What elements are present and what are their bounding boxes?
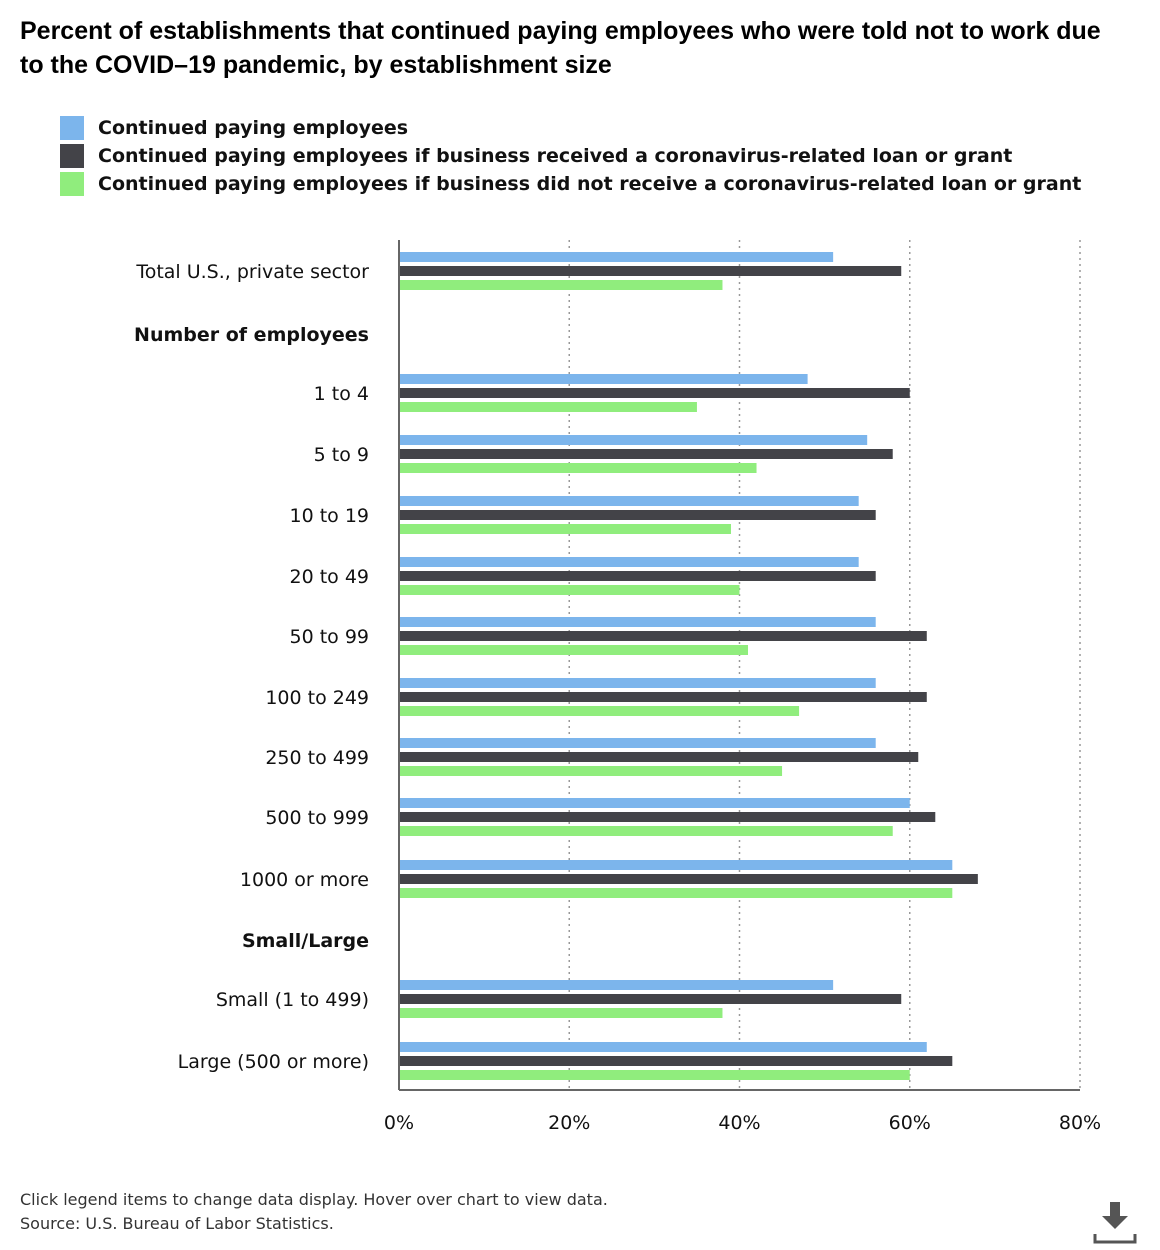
legend: Continued paying employees Continued pay… xyxy=(60,114,1081,198)
bar-series3-cat5[interactable] xyxy=(400,585,740,595)
bar-series3-cat6[interactable] xyxy=(400,645,749,655)
legend-item-no-loan[interactable]: Continued paying employees if business d… xyxy=(60,170,1081,198)
legend-swatch-received-loan xyxy=(60,144,84,168)
bar-series1-cat8[interactable] xyxy=(400,738,876,748)
legend-item-paying[interactable]: Continued paying employees xyxy=(60,114,1081,142)
legend-swatch-no-loan xyxy=(60,172,84,196)
bar-series3-cat3[interactable] xyxy=(400,463,757,473)
bar-series1-cat4[interactable] xyxy=(400,496,859,506)
category-label: 250 to 499 xyxy=(265,747,369,769)
bar-series2-cat2[interactable] xyxy=(400,388,910,398)
x-tick-label: 60% xyxy=(889,1112,931,1134)
category-label: 1 to 4 xyxy=(314,383,369,405)
bar-series1-cat2[interactable] xyxy=(400,374,808,384)
legend-item-received-loan[interactable]: Continued paying employees if business r… xyxy=(60,142,1081,170)
category-label: Large (500 or more) xyxy=(178,1051,369,1073)
category-label: 5 to 9 xyxy=(314,444,369,466)
bar-series3-cat0[interactable] xyxy=(400,280,723,290)
bar-series2-cat4[interactable] xyxy=(400,510,876,520)
bar-series2-cat5[interactable] xyxy=(400,571,876,581)
chart-title: Percent of establishments that continued… xyxy=(20,17,1101,79)
bar-series2-cat10[interactable] xyxy=(400,874,978,884)
x-axis-tick-labels: 0% 20% 40% 60% 80% xyxy=(384,1112,1101,1134)
category-label: 10 to 19 xyxy=(289,505,369,527)
legend-label-received-loan: Continued paying employees if business r… xyxy=(98,145,1013,167)
bar-series1-cat9[interactable] xyxy=(400,798,910,808)
bar-series3-cat8[interactable] xyxy=(400,766,783,776)
bar-series3-cat7[interactable] xyxy=(400,706,800,716)
bar-series2-cat0[interactable] xyxy=(400,266,902,276)
bars xyxy=(400,252,978,1080)
bar-series1-cat6[interactable] xyxy=(400,617,876,627)
category-label: 20 to 49 xyxy=(289,566,369,588)
bar-series1-cat12[interactable] xyxy=(400,980,834,990)
legend-label-paying: Continued paying employees xyxy=(98,117,409,139)
footer-instructions: Click legend items to change data displa… xyxy=(20,1190,608,1209)
category-label: 1000 or more xyxy=(240,869,369,891)
bar-series3-cat9[interactable] xyxy=(400,826,893,836)
bar-series1-cat3[interactable] xyxy=(400,435,868,445)
grid-lines xyxy=(568,240,1081,1090)
category-label: Small (1 to 499) xyxy=(216,989,369,1011)
download-icon xyxy=(1093,1202,1137,1244)
download-button[interactable] xyxy=(1092,1200,1138,1246)
bar-series3-cat13[interactable] xyxy=(400,1070,910,1080)
category-heading: Small/Large xyxy=(242,930,369,952)
category-label: 50 to 99 xyxy=(289,626,369,648)
x-tick-label: 80% xyxy=(1059,1112,1101,1134)
bar-series1-cat5[interactable] xyxy=(400,557,859,567)
bar-series3-cat4[interactable] xyxy=(400,524,731,534)
bar-series3-cat10[interactable] xyxy=(400,888,953,898)
bar-series2-cat8[interactable] xyxy=(400,752,919,762)
footer: Click legend items to change data displa… xyxy=(20,1188,608,1236)
category-heading: Number of employees xyxy=(134,324,369,346)
bar-series2-cat13[interactable] xyxy=(400,1056,953,1066)
category-label: 100 to 249 xyxy=(265,687,369,709)
legend-swatch-paying xyxy=(60,116,84,140)
bar-series2-cat6[interactable] xyxy=(400,631,927,641)
x-tick-label: 0% xyxy=(384,1112,414,1134)
bar-series1-cat10[interactable] xyxy=(400,860,953,870)
bar-series1-cat13[interactable] xyxy=(400,1042,927,1052)
bar-series3-cat2[interactable] xyxy=(400,402,697,412)
category-label: Total U.S., private sector xyxy=(135,261,369,283)
x-tick-label: 40% xyxy=(718,1112,760,1134)
bar-series1-cat7[interactable] xyxy=(400,678,876,688)
category-labels: Total U.S., private sector Number of empl… xyxy=(134,261,369,1073)
legend-label-no-loan: Continued paying employees if business d… xyxy=(98,173,1082,195)
bar-series2-cat7[interactable] xyxy=(400,692,927,702)
bar-series2-cat9[interactable] xyxy=(400,812,936,822)
footer-source: Source: U.S. Bureau of Labor Statistics. xyxy=(20,1214,334,1233)
x-tick-label: 20% xyxy=(548,1112,590,1134)
category-label: 500 to 999 xyxy=(265,807,369,829)
bar-series2-cat3[interactable] xyxy=(400,449,893,459)
bar-series2-cat12[interactable] xyxy=(400,994,902,1004)
bar-series1-cat0[interactable] xyxy=(400,252,834,262)
bar-series3-cat12[interactable] xyxy=(400,1008,723,1018)
